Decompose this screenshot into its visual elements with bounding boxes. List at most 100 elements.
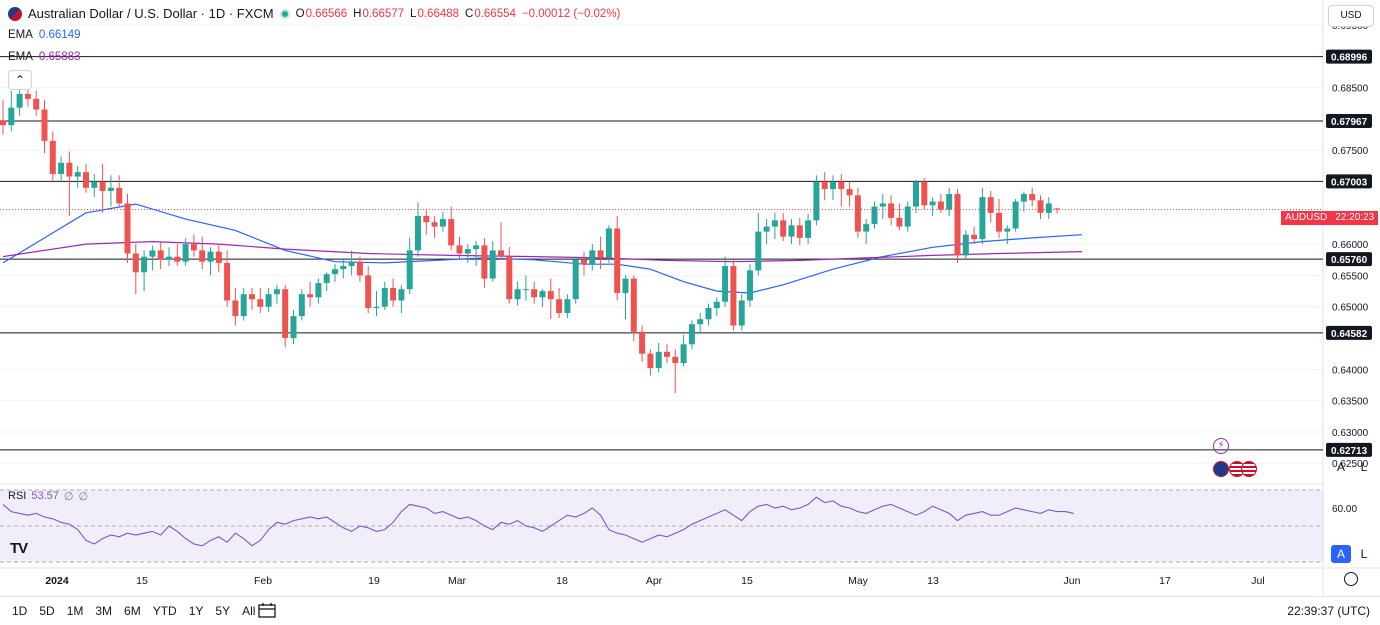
range-6m[interactable]: 6M (124, 604, 141, 618)
candle-body[interactable] (639, 331, 646, 354)
auto-scale-button-rsi[interactable]: A (1331, 545, 1351, 563)
candle-body[interactable] (224, 262, 231, 301)
candle-body[interactable] (805, 220, 812, 238)
candle-body[interactable] (215, 251, 222, 263)
candle-body[interactable] (688, 324, 695, 345)
candle-body[interactable] (863, 224, 870, 232)
candle-body[interactable] (672, 356, 679, 364)
range-1d[interactable]: 1D (12, 604, 28, 618)
candle-body[interactable] (854, 195, 861, 232)
candle-body[interactable] (971, 234, 978, 240)
log-scale-button-rsi[interactable]: L (1360, 547, 1368, 561)
candle-body[interactable] (1054, 208, 1061, 210)
candle-body[interactable] (879, 203, 886, 207)
candle-body[interactable] (456, 245, 463, 254)
candle-body[interactable] (937, 201, 944, 210)
candle-body[interactable] (655, 351, 662, 369)
candle-body[interactable] (830, 181, 836, 190)
candle-body[interactable] (473, 245, 480, 250)
candle-body[interactable] (406, 250, 413, 290)
rsi-legend[interactable]: RSI 53.57 ∅ ∅ (8, 490, 88, 503)
candle-body[interactable] (365, 275, 372, 308)
candle-body[interactable] (1037, 200, 1044, 213)
candle-body[interactable] (190, 244, 197, 251)
candle-body[interactable] (647, 353, 654, 369)
candle-body[interactable] (738, 300, 745, 326)
utc-clock[interactable]: 22:39:37 (UTC) (1287, 604, 1370, 618)
candle-body[interactable] (1029, 194, 1036, 201)
candle-body[interactable] (431, 222, 438, 227)
usd-event-icon-2[interactable] (1241, 461, 1257, 477)
candle-body[interactable] (763, 226, 770, 232)
range-all[interactable]: All (242, 604, 256, 618)
range-ytd[interactable]: YTD (152, 604, 177, 618)
candle-body[interactable] (141, 256, 148, 273)
candle-body[interactable] (240, 294, 247, 317)
candle-body[interactable] (589, 250, 596, 265)
candle-body[interactable] (290, 316, 297, 339)
candle-body[interactable] (481, 245, 488, 279)
candle-body[interactable] (464, 249, 471, 254)
auto-scale-button-main[interactable]: A (1336, 460, 1345, 474)
candle-body[interactable] (722, 266, 729, 302)
candle-body[interactable] (16, 93, 23, 108)
candle-body[interactable] (597, 250, 604, 258)
candle-body[interactable] (174, 256, 181, 262)
collapse-legend-button[interactable]: ⌃ (8, 70, 32, 90)
range-3m[interactable]: 3M (95, 604, 113, 618)
lightning-event-icon[interactable]: ⚡ (1213, 438, 1229, 454)
candle-body[interactable] (323, 274, 330, 283)
candle-body[interactable] (630, 278, 637, 332)
candle-body[interactable] (41, 109, 48, 141)
candle-body[interactable] (896, 217, 903, 227)
candle-body[interactable] (0, 120, 6, 126)
candle-body[interactable] (979, 197, 986, 240)
tradingview-logo[interactable]: TV (10, 540, 28, 557)
candle-body[interactable] (390, 287, 397, 301)
candle-body[interactable] (33, 98, 40, 110)
candle-body[interactable] (24, 93, 31, 99)
candle-body[interactable] (622, 278, 629, 293)
candle-body[interactable] (232, 300, 239, 317)
candle-body[interactable] (273, 289, 280, 295)
symbol-title[interactable]: Australian Dollar / U.S. Dollar · 1D · F… (28, 6, 274, 21)
candle-body[interactable] (996, 212, 1002, 232)
candle-body[interactable] (423, 215, 430, 223)
candle-body[interactable] (987, 197, 994, 213)
candle-body[interactable] (182, 244, 189, 262)
candle-body[interactable] (315, 282, 322, 298)
candle-body[interactable] (1012, 201, 1019, 229)
candle-body[interactable] (166, 256, 172, 260)
candle-body[interactable] (697, 319, 704, 325)
candle-body[interactable] (813, 181, 820, 221)
candle-body[interactable] (904, 206, 911, 227)
candle-body[interactable] (340, 266, 347, 270)
candle-body[interactable] (522, 289, 529, 291)
candle-body[interactable] (49, 140, 56, 175)
candle-body[interactable] (705, 307, 712, 320)
candle-body[interactable] (1045, 203, 1052, 213)
candle-body[interactable] (415, 215, 421, 251)
candle-body[interactable] (74, 172, 81, 177)
candle-body[interactable] (871, 206, 878, 225)
candle-body[interactable] (788, 225, 795, 237)
candle-body[interactable] (448, 219, 455, 246)
candle-body[interactable] (8, 107, 15, 126)
candle-body[interactable] (124, 203, 131, 254)
candle-body[interactable] (605, 228, 612, 258)
candle-body[interactable] (929, 201, 936, 206)
candle-body[interactable] (66, 162, 73, 177)
candle-body[interactable] (506, 256, 513, 300)
candle-body[interactable] (83, 172, 89, 188)
candle-body[interactable] (398, 289, 405, 301)
ema-legend-fast[interactable]: EMA 0.66149 (8, 29, 81, 41)
candle-body[interactable] (539, 291, 546, 298)
ema-legend-slow[interactable]: EMA 0.65883 (8, 51, 81, 63)
candle-body[interactable] (332, 269, 338, 275)
candle-body[interactable] (771, 220, 778, 227)
candle-body[interactable] (132, 253, 139, 273)
candle-body[interactable] (664, 351, 670, 357)
candle-body[interactable] (547, 291, 554, 300)
currency-button[interactable]: USD (1328, 5, 1374, 27)
candle-body[interactable] (149, 250, 156, 257)
